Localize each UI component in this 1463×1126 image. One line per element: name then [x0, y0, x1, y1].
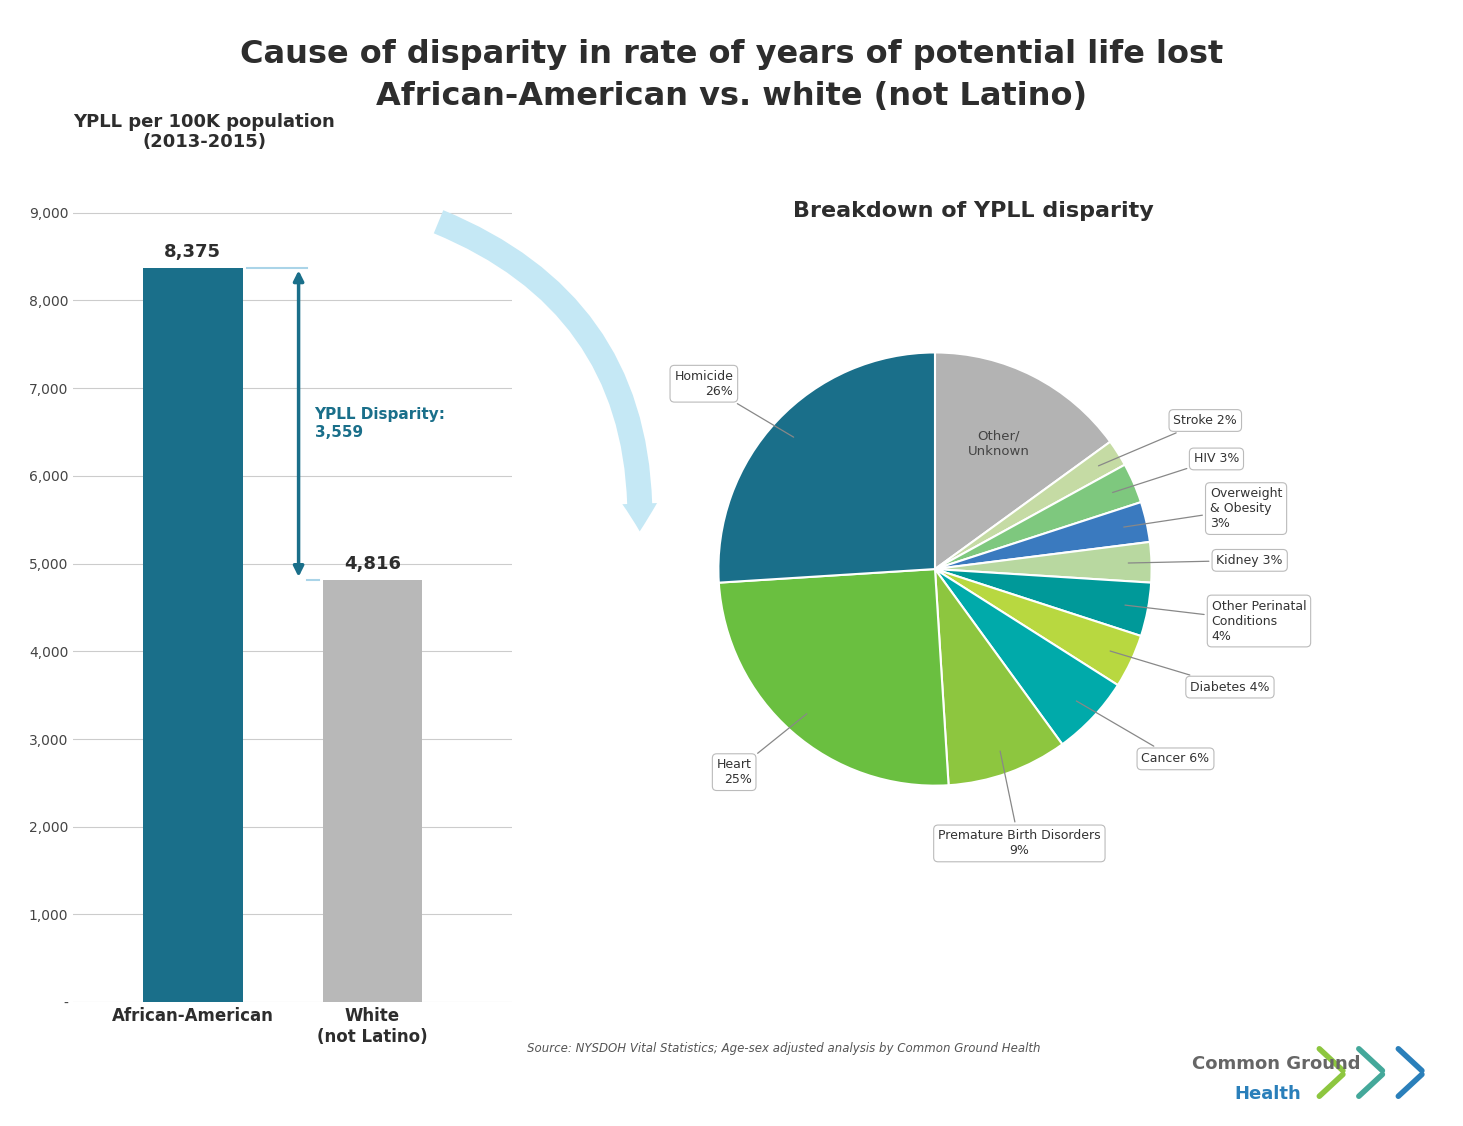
FancyArrowPatch shape: [435, 211, 657, 531]
Text: Diabetes 4%: Diabetes 4%: [1110, 651, 1270, 694]
Wedge shape: [935, 502, 1150, 569]
Wedge shape: [935, 569, 1141, 685]
Bar: [143, 268, 243, 1002]
Text: Homicide
26%: Homicide 26%: [674, 369, 793, 437]
Text: YPLL Disparity:
3,559: YPLL Disparity: 3,559: [315, 408, 446, 440]
Text: Heart
25%: Heart 25%: [717, 714, 806, 786]
Text: HIV 3%: HIV 3%: [1112, 453, 1239, 492]
Text: 4,816: 4,816: [344, 555, 401, 573]
Wedge shape: [718, 569, 948, 786]
Text: African-American vs. white (not Latino): African-American vs. white (not Latino): [376, 81, 1087, 113]
Text: Stroke 2%: Stroke 2%: [1099, 414, 1238, 466]
Bar: [322, 580, 423, 1002]
Text: 8,375: 8,375: [164, 242, 221, 260]
Text: Premature Birth Disorders
9%: Premature Birth Disorders 9%: [938, 751, 1100, 857]
Wedge shape: [718, 352, 935, 582]
Text: Health: Health: [1235, 1085, 1302, 1103]
Wedge shape: [935, 441, 1125, 569]
Text: Other/
Unknown: Other/ Unknown: [969, 430, 1030, 457]
Text: Common Ground: Common Ground: [1192, 1055, 1361, 1073]
Wedge shape: [935, 569, 1118, 744]
Text: Cause of disparity in rate of years of potential life lost: Cause of disparity in rate of years of p…: [240, 39, 1223, 71]
Wedge shape: [935, 465, 1141, 569]
Wedge shape: [935, 569, 1151, 636]
Text: Kidney 3%: Kidney 3%: [1128, 554, 1283, 566]
Title: Breakdown of YPLL disparity: Breakdown of YPLL disparity: [793, 200, 1153, 221]
Text: Cancer 6%: Cancer 6%: [1077, 701, 1210, 766]
Wedge shape: [935, 352, 1110, 569]
Text: Overweight
& Obesity
3%: Overweight & Obesity 3%: [1124, 488, 1282, 530]
Wedge shape: [935, 569, 1062, 785]
Wedge shape: [935, 542, 1151, 582]
Text: Source: NYSDOH Vital Statistics; Age-sex adjusted analysis by Common Ground Heal: Source: NYSDOH Vital Statistics; Age-sex…: [527, 1042, 1040, 1055]
Text: YPLL per 100K population
(2013-2015): YPLL per 100K population (2013-2015): [73, 113, 335, 151]
Text: Other Perinatal
Conditions
4%: Other Perinatal Conditions 4%: [1125, 599, 1306, 643]
